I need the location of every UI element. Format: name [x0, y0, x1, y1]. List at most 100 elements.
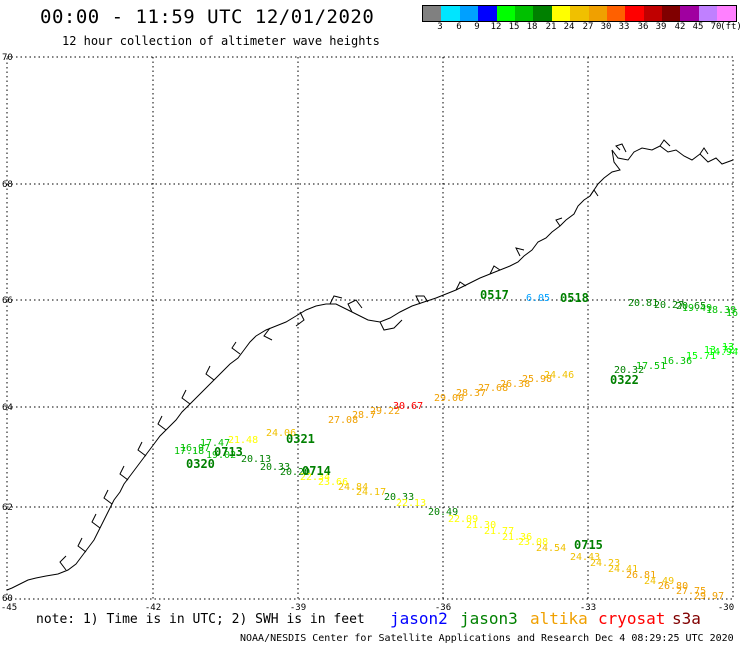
- color-scale-bar: [422, 5, 737, 22]
- color-scale-label: 24: [563, 22, 575, 32]
- swh-value: 21.36: [502, 532, 532, 543]
- lon-label-45: -45: [1, 603, 17, 613]
- color-scale-label: 36: [637, 22, 649, 32]
- swh-value: 24.23: [590, 558, 620, 569]
- swh-value: 16.: [726, 308, 740, 319]
- color-scale-label: 9: [474, 22, 480, 32]
- track-0518-values: 6.05 20.81 20.27 20.65 19.49 18.39 16.: [526, 293, 740, 319]
- swh-value: 23.08: [518, 537, 548, 548]
- color-swatch: [514, 6, 534, 21]
- color-scale-label: 42: [674, 22, 686, 32]
- legend-s3a: s3a: [672, 609, 701, 628]
- color-scale-label: 27: [582, 22, 594, 32]
- color-swatch: [662, 6, 681, 21]
- lat-label-68: 68: [2, 180, 13, 190]
- swh-value: 18.39: [706, 305, 736, 316]
- swh-value: 20.65: [676, 301, 706, 312]
- grid-lines: [7, 57, 733, 599]
- swh-value: 21.77: [484, 526, 514, 537]
- track-0321-values: 16.97 17.47 21.48 24.06 27.08 28.7 29.22…: [180, 370, 574, 454]
- color-scale-label: 12: [490, 22, 502, 32]
- lat-label-70: 70: [2, 53, 13, 63]
- swh-value: 20.33: [384, 492, 414, 503]
- swh-value: 22.34: [300, 472, 330, 483]
- swh-value: 16.97: [180, 443, 210, 454]
- swh-value: 22.13: [396, 498, 426, 509]
- color-scale-label: 39: [655, 22, 667, 32]
- pass-time-label: 0713: [214, 445, 243, 459]
- color-swatch: [459, 6, 479, 21]
- color-scale-label: 15: [508, 22, 520, 32]
- swh-value: 14.94: [708, 347, 738, 358]
- color-swatch: [717, 6, 736, 21]
- swh-value: 24.54: [536, 543, 566, 554]
- swh-value: 22.09: [448, 514, 478, 525]
- swh-value: 24.46: [544, 370, 574, 381]
- swh-value: 6.05: [526, 293, 550, 304]
- lon-label-36: -36: [435, 603, 451, 613]
- swh-value: 20.20: [280, 467, 310, 478]
- map-title: 00:00 - 11:59 UTC 12/01/2020: [40, 6, 375, 28]
- swh-value: 26.38: [500, 379, 530, 390]
- swh-value: 28.7: [352, 410, 376, 421]
- color-scale-label: (ft): [720, 22, 740, 32]
- swh-value: 26.81: [626, 570, 656, 581]
- color-swatch: [423, 6, 442, 21]
- swh-value: 16.36: [662, 356, 692, 367]
- lon-label-33: -33: [580, 603, 596, 613]
- color-swatch: [570, 6, 589, 21]
- swh-value: 29.97: [694, 591, 724, 602]
- color-swatch: [680, 6, 699, 21]
- lon-label-39: -39: [290, 603, 306, 613]
- lon-axis-labels: -45 -42 -39 -36 -33 -30: [1, 603, 734, 613]
- greenland-coastline-detail: [59, 139, 709, 571]
- color-swatch: [606, 6, 626, 21]
- swh-value: 17.51: [636, 361, 666, 372]
- swh-value: 27.08: [328, 415, 358, 426]
- swh-value: 20.33: [260, 462, 290, 473]
- swh-value: 15.71: [686, 351, 716, 362]
- swh-value: 21.48: [228, 435, 258, 446]
- lat-label-66: 66: [2, 296, 13, 306]
- lat-label-62: 62: [2, 503, 13, 513]
- color-scale-label: 3: [437, 22, 443, 32]
- swh-value: 25.98: [522, 374, 552, 385]
- footer-credit: NOAA/NESDIS Center for Satellite Applica…: [240, 633, 734, 644]
- swh-value: 20.81: [628, 298, 658, 309]
- color-scale-label: 18: [526, 22, 538, 32]
- swh-value: 21.30: [466, 520, 496, 531]
- pass-time-label: 0714: [302, 464, 331, 478]
- swh-value: 24.49: [644, 576, 674, 587]
- color-swatch: [625, 6, 644, 21]
- color-swatch: [533, 6, 552, 21]
- swh-value: 26.80: [658, 581, 688, 592]
- swh-value: 17.47: [200, 438, 230, 449]
- swh-value: 24.17: [356, 487, 386, 498]
- track-0715-values: 24.43 24.23 24.41 26.81 24.49 26.80 27.7…: [570, 552, 724, 602]
- pass-time-label: 0321: [286, 432, 315, 446]
- swh-value: 27.68: [478, 383, 508, 394]
- swh-value: 19.02: [206, 450, 236, 461]
- color-scale-label: 21: [545, 22, 557, 32]
- color-swatch: [496, 6, 515, 21]
- color-swatch: [643, 6, 663, 21]
- color-swatch: [588, 6, 607, 21]
- legend-altika: altika: [530, 609, 588, 628]
- lon-label-42: -42: [145, 603, 161, 613]
- swh-value: 20.32: [614, 365, 644, 376]
- color-scale-label: 70: [710, 22, 722, 32]
- swh-value: 13.72: [704, 345, 734, 356]
- color-swatch: [441, 6, 460, 21]
- lat-axis-labels: 70 68 66 64 62 60: [2, 53, 13, 604]
- track-0713-values: 17.18 19.02 20.13 20.33 20.20 22.34 23.6…: [174, 446, 348, 488]
- color-scale-label: 33: [618, 22, 630, 32]
- lon-label-30: -30: [718, 603, 734, 613]
- swh-value: 20.49: [428, 507, 458, 518]
- lat-label-64: 64: [2, 403, 13, 413]
- swh-value: 29.00: [434, 393, 464, 404]
- greenland-coastline: [6, 145, 734, 591]
- lat-label-60: 60: [2, 594, 13, 604]
- swh-value: 24.84: [338, 482, 368, 493]
- swh-value: 17.18: [174, 446, 204, 457]
- map-subtitle: 12 hour collection of altimeter wave hei…: [62, 34, 380, 48]
